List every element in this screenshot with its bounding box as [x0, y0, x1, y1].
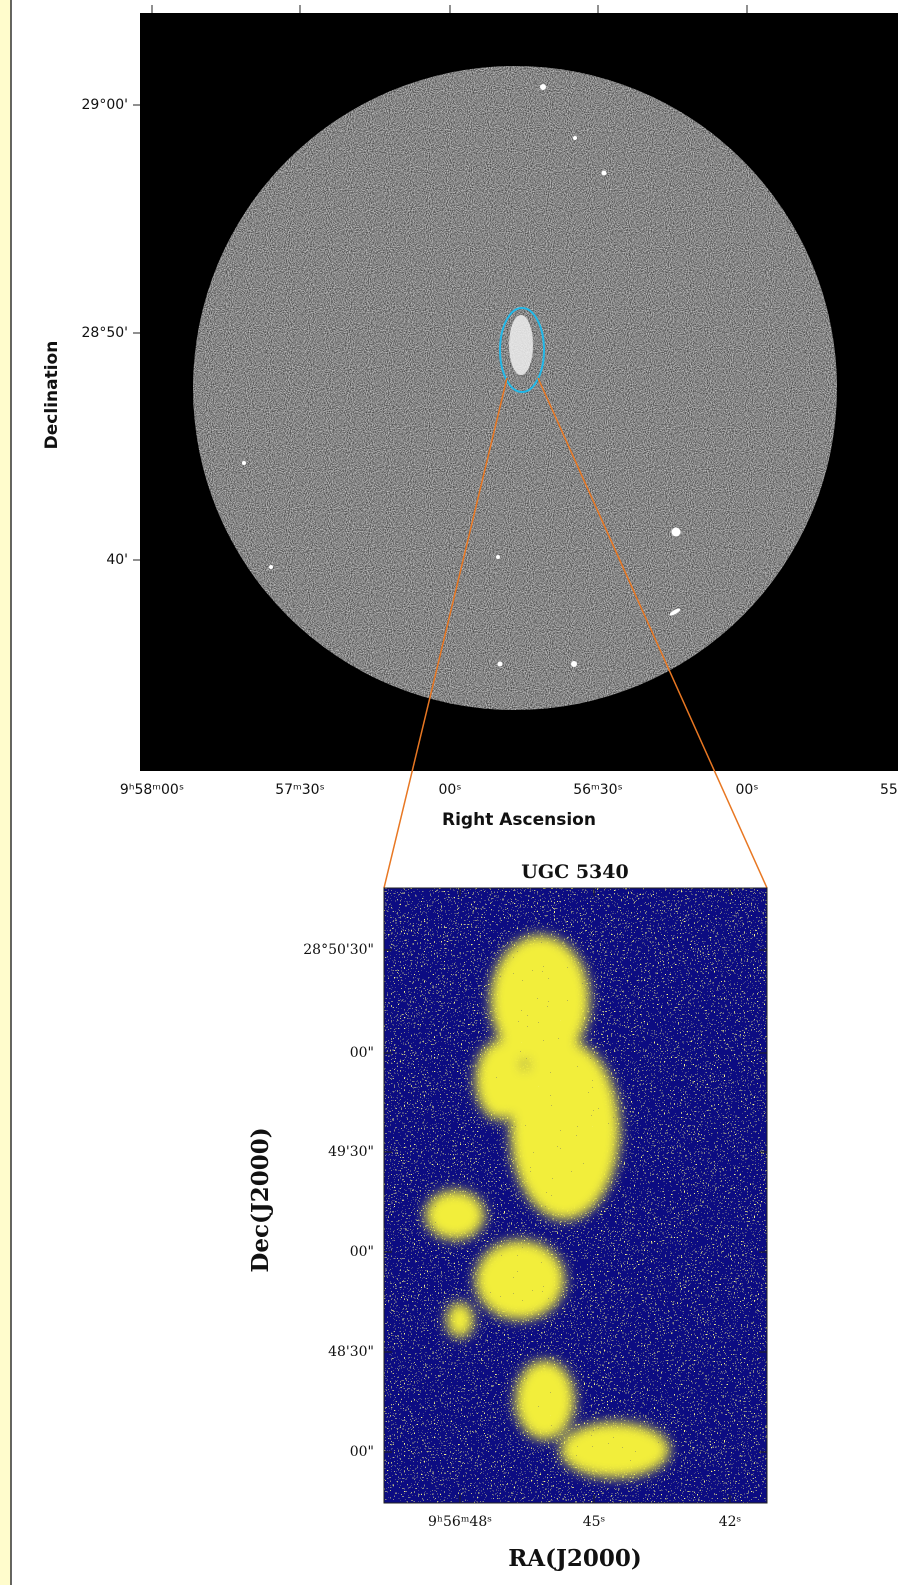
x-tick-label: 57ᵐ30ˢ [275, 782, 325, 798]
x-tick-label: 9ʰ58ᵐ00ˢ [120, 782, 184, 798]
x-axis-label: RA(J2000) [508, 1545, 642, 1572]
x-tick-label: 55 [880, 782, 898, 798]
y-tick-label: 28°50'30" [303, 942, 374, 958]
x-tick-label: 56ᵐ30ˢ [573, 782, 623, 798]
galaxy [509, 315, 533, 375]
y-tick-label: 00" [350, 1244, 374, 1260]
x-tick-label: 42ˢ [719, 1514, 742, 1530]
figure: 29°00' 28°50' 40' 9ʰ58ᵐ00ˢ 57ᵐ30ˢ 00ˢ 56… [0, 0, 898, 1585]
zoom-image [384, 888, 767, 1503]
y-tick-label: 29°00' [82, 97, 128, 113]
y-tick-label: 00" [350, 1444, 374, 1460]
panel-title: UGC 5340 [521, 861, 628, 883]
y-tick-label: 28°50' [82, 325, 128, 341]
x-axis-label: Right Ascension [442, 810, 596, 830]
x-tick-label: 00ˢ [438, 782, 461, 798]
x-tick-label: 45ˢ [583, 1514, 606, 1530]
x-tick-label: 9ʰ56ᵐ48ˢ [428, 1514, 492, 1530]
y-tick-label: 40' [106, 552, 128, 568]
y-tick-label: 00" [350, 1045, 374, 1061]
side-band [0, 0, 11, 1585]
y-axis-label: Declination [42, 341, 62, 450]
sky-field [193, 66, 837, 710]
y-tick-label: 49'30" [328, 1144, 374, 1160]
y-axis-label: Dec(J2000) [247, 1127, 274, 1272]
x-tick-label: 00ˢ [735, 782, 758, 798]
y-tick-label: 48'30" [328, 1344, 374, 1360]
